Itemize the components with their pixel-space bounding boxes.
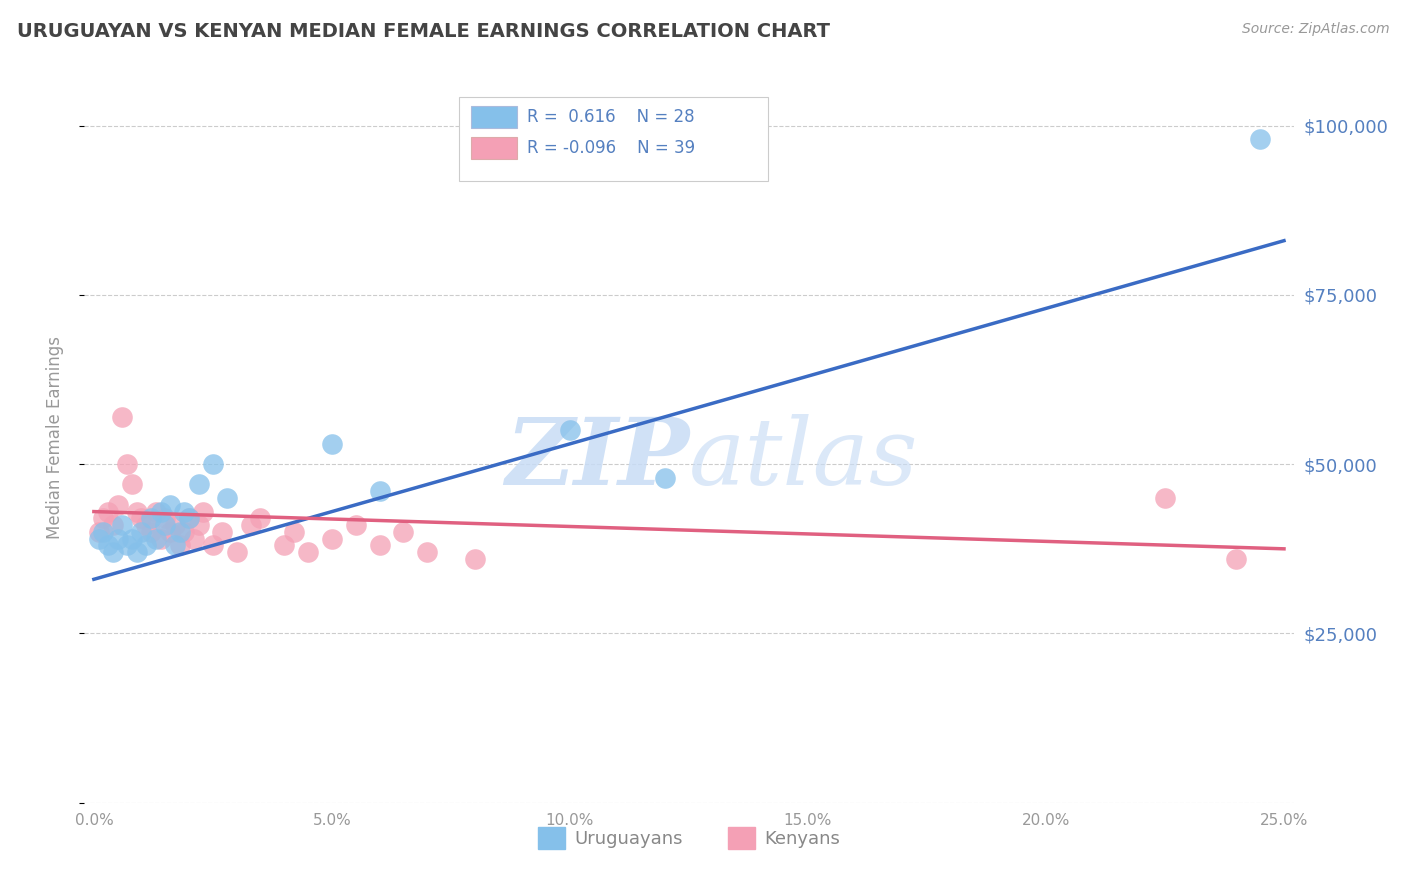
- Point: [416, 545, 439, 559]
- FancyBboxPatch shape: [471, 137, 517, 159]
- Point: [121, 477, 143, 491]
- Point: [321, 532, 343, 546]
- Point: [135, 538, 157, 552]
- Point: [368, 538, 391, 552]
- Point: [344, 518, 367, 533]
- Point: [464, 552, 486, 566]
- Point: [131, 511, 153, 525]
- Point: [368, 484, 391, 499]
- Text: R = -0.096    N = 39: R = -0.096 N = 39: [527, 139, 695, 157]
- Text: URUGUAYAN VS KENYAN MEDIAN FEMALE EARNINGS CORRELATION CHART: URUGUAYAN VS KENYAN MEDIAN FEMALE EARNIN…: [17, 22, 830, 41]
- Point: [183, 532, 205, 546]
- Point: [225, 545, 247, 559]
- Point: [177, 511, 200, 525]
- Point: [107, 532, 129, 546]
- Point: [654, 471, 676, 485]
- Point: [163, 538, 186, 552]
- FancyBboxPatch shape: [471, 106, 517, 128]
- Point: [392, 524, 415, 539]
- Point: [115, 538, 138, 552]
- Point: [201, 457, 224, 471]
- Point: [201, 538, 224, 552]
- Point: [135, 518, 157, 533]
- Point: [1154, 491, 1177, 505]
- Point: [273, 538, 295, 552]
- FancyBboxPatch shape: [460, 97, 768, 181]
- Point: [211, 524, 233, 539]
- Point: [155, 511, 177, 525]
- Point: [249, 511, 271, 525]
- Point: [169, 524, 191, 539]
- Point: [125, 505, 148, 519]
- Point: [87, 532, 110, 546]
- Text: Source: ZipAtlas.com: Source: ZipAtlas.com: [1241, 22, 1389, 37]
- Point: [187, 477, 209, 491]
- Point: [87, 524, 110, 539]
- Point: [145, 505, 167, 519]
- Point: [115, 457, 138, 471]
- Point: [177, 511, 200, 525]
- Text: R =  0.616    N = 28: R = 0.616 N = 28: [527, 108, 695, 126]
- Point: [145, 532, 167, 546]
- Point: [111, 518, 134, 533]
- Point: [217, 491, 239, 505]
- Point: [111, 409, 134, 424]
- Legend: Uruguayans, Kenyans: Uruguayans, Kenyans: [531, 820, 846, 856]
- Point: [107, 498, 129, 512]
- Point: [97, 505, 120, 519]
- Point: [139, 511, 162, 525]
- Text: atlas: atlas: [689, 414, 918, 504]
- Point: [97, 538, 120, 552]
- Point: [121, 532, 143, 546]
- Point: [1225, 552, 1247, 566]
- Point: [321, 437, 343, 451]
- Point: [93, 511, 115, 525]
- Text: ZIP: ZIP: [505, 414, 689, 504]
- Point: [159, 524, 181, 539]
- Point: [101, 545, 124, 559]
- Point: [155, 518, 177, 533]
- Point: [187, 518, 209, 533]
- Point: [558, 423, 581, 437]
- Point: [297, 545, 319, 559]
- Point: [240, 518, 263, 533]
- Point: [163, 518, 186, 533]
- Point: [139, 524, 162, 539]
- Point: [131, 524, 153, 539]
- Point: [159, 498, 181, 512]
- Point: [93, 524, 115, 539]
- Point: [149, 532, 172, 546]
- Point: [1249, 132, 1271, 146]
- Point: [101, 518, 124, 533]
- Y-axis label: Median Female Earnings: Median Female Earnings: [45, 335, 63, 539]
- Point: [173, 505, 195, 519]
- Point: [283, 524, 305, 539]
- Point: [149, 505, 172, 519]
- Point: [173, 524, 195, 539]
- Point: [125, 545, 148, 559]
- Point: [193, 505, 215, 519]
- Point: [169, 538, 191, 552]
